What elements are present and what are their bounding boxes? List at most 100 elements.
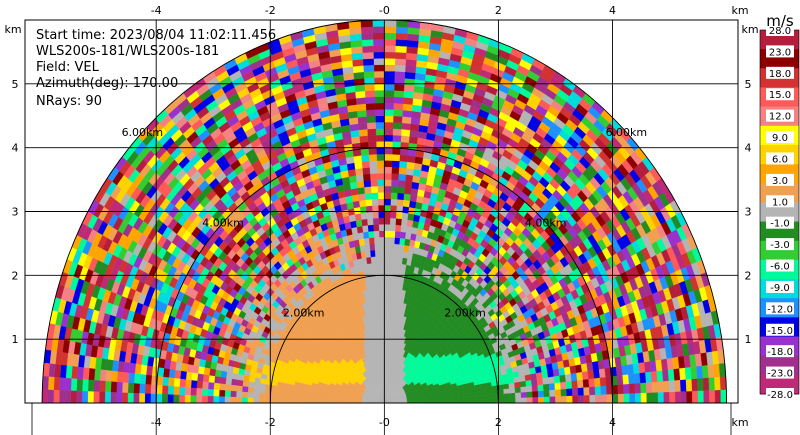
velocity-cell (469, 399, 476, 403)
velocity-cell (386, 326, 390, 334)
velocity-cell (384, 77, 395, 85)
velocity-cell (392, 134, 402, 143)
velocity-cell (680, 379, 687, 392)
velocity-cell (384, 38, 396, 46)
velocity-cell (645, 381, 653, 393)
velocity-cell (375, 115, 385, 123)
velocity-cell (375, 134, 385, 142)
velocity-cell (394, 64, 406, 73)
velocity-cell (354, 90, 366, 99)
velocity-cell (371, 198, 379, 206)
velocity-cell (398, 173, 406, 181)
velocity-cell (384, 102, 394, 110)
velocity-cell (388, 256, 394, 264)
velocity-cell (391, 281, 396, 289)
velocity-cell (692, 390, 699, 403)
velocity-cell (386, 332, 389, 340)
velocity-cell (368, 147, 377, 155)
velocity-cell (514, 386, 522, 393)
velocity-cell (404, 232, 412, 240)
velocity-cell (351, 58, 364, 67)
velocity-cell (367, 128, 377, 136)
velocity-cell (369, 250, 376, 258)
velocity-cell (577, 387, 585, 396)
velocity-cell (384, 160, 393, 168)
velocity-cell (384, 70, 395, 78)
velocity-cell (363, 186, 372, 194)
velocity-cell (364, 244, 371, 252)
velocity-cell (369, 243, 375, 251)
velocity-cell (394, 71, 406, 79)
velocity-cell (548, 382, 556, 391)
velocity-cell (407, 213, 415, 221)
velocity-cell (612, 393, 619, 403)
velocity-cell (408, 206, 416, 215)
velocity-cell (353, 155, 362, 163)
velocity-cell (358, 129, 368, 137)
velocity-cell (384, 128, 394, 136)
velocity-cell (380, 287, 385, 295)
velocity-cell (572, 395, 579, 403)
velocity-cell (371, 205, 379, 213)
velocity-cell (353, 78, 365, 86)
velocity-cell (628, 373, 635, 385)
velocity-cell (374, 77, 385, 85)
velocity-cell (617, 393, 625, 403)
velocity-cell (389, 307, 394, 315)
velocity-cell (384, 224, 391, 231)
velocity-cell (388, 268, 393, 276)
velocity-cell (368, 154, 377, 162)
velocity-cell (353, 71, 365, 80)
velocity-cell (376, 153, 385, 161)
velocity-cell (469, 395, 476, 400)
velocity-cell (589, 394, 596, 403)
velocity-cell (558, 367, 566, 376)
velocity-cell (378, 224, 385, 231)
velocity-cell (359, 206, 367, 214)
velocity-cell (370, 185, 378, 194)
velocity-cell (399, 231, 406, 239)
velocity-cell (708, 377, 716, 391)
velocity-cell (587, 369, 595, 380)
velocity-cell (404, 71, 416, 80)
velocity-cell (635, 392, 642, 403)
velocity-cell (583, 386, 590, 396)
velocity-cell (555, 395, 562, 403)
velocity-cell (365, 109, 376, 117)
velocity-cell (622, 374, 630, 385)
velocity-cell (536, 377, 544, 386)
velocity-cell (543, 383, 550, 391)
velocity-cell (375, 256, 381, 264)
velocity-cell (370, 256, 376, 264)
velocity-cell (391, 166, 400, 174)
velocity-cell (384, 115, 394, 123)
velocity-cell (372, 275, 377, 283)
velocity-cell (387, 281, 393, 289)
velocity-cell (384, 90, 395, 97)
velocity-cell (589, 386, 596, 396)
velocity-cell (384, 204, 391, 212)
velocity-cell (353, 206, 361, 215)
velocity-cell (368, 237, 375, 245)
velocity-cell (714, 376, 721, 391)
velocity-cell (384, 281, 389, 289)
velocity-cell (384, 185, 392, 193)
velocity-cell (402, 206, 410, 214)
velocity-cell (384, 141, 393, 148)
velocity-cell (387, 294, 392, 302)
velocity-cell (697, 377, 704, 391)
velocity-cell (690, 366, 698, 380)
velocity-cell (354, 84, 366, 93)
velocity-cell (526, 385, 533, 393)
velocity-cell (657, 381, 664, 393)
velocity-cell (379, 262, 385, 270)
velocity-cell (498, 398, 505, 403)
velocity-cell (384, 256, 390, 263)
velocity-cell (377, 300, 382, 308)
velocity-cell (384, 198, 391, 206)
velocity-cell (404, 65, 417, 74)
velocity-cell (398, 167, 407, 175)
velocity-cell (623, 383, 630, 394)
velocity-cell (388, 262, 394, 270)
velocity-cell (381, 300, 385, 308)
